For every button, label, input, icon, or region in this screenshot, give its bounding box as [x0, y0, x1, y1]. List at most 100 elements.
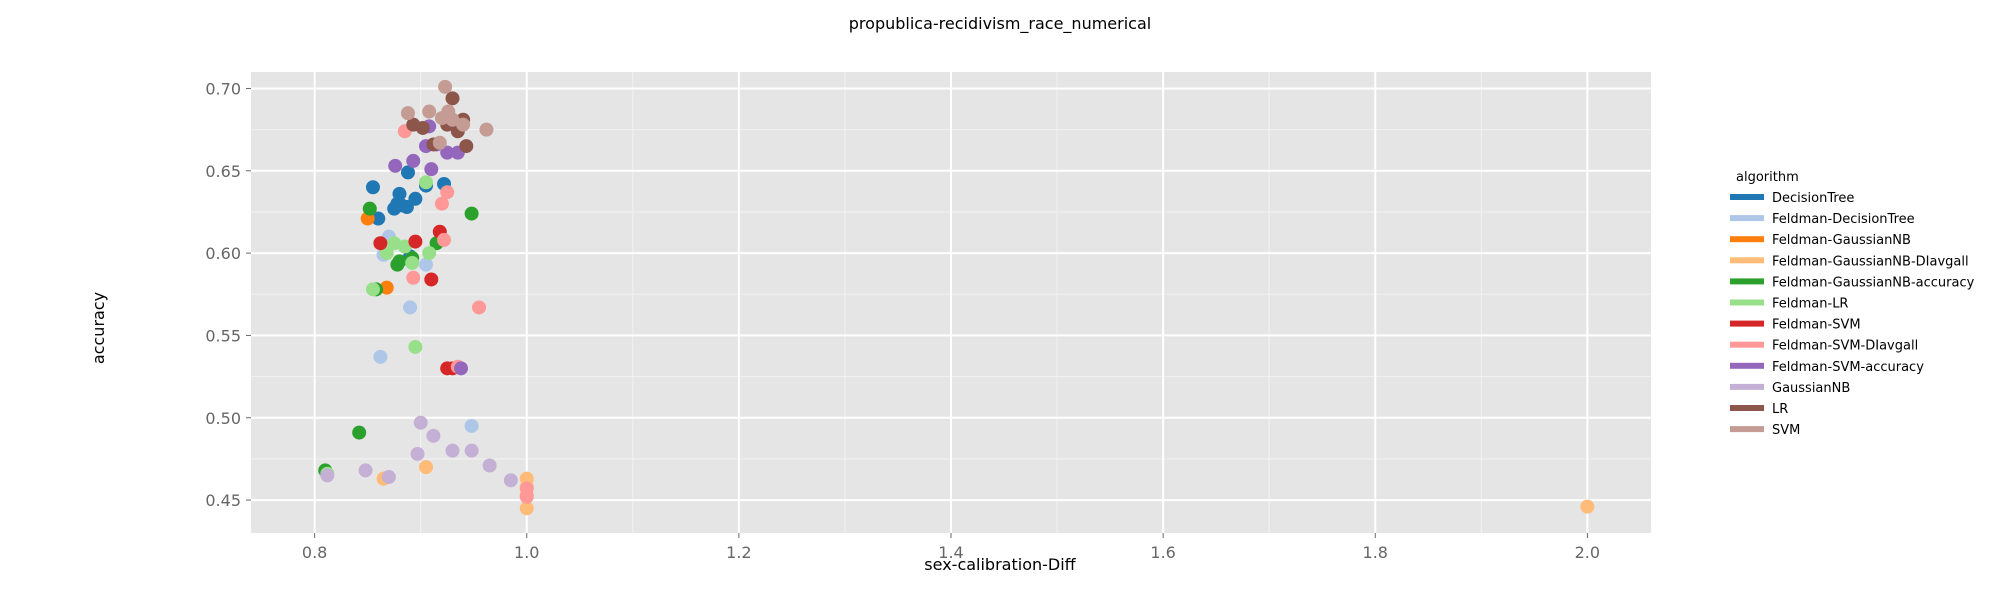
x-tick-label: 1.8: [1363, 543, 1388, 562]
x-axis-label: sex-calibration-Diff: [924, 555, 1076, 574]
legend-label-svm: SVM: [1772, 423, 1800, 438]
data-point-feldman-gaussiannb-diavgall: [519, 501, 534, 516]
legend-swatch-decisiontree: [1730, 194, 1764, 200]
data-point-feldman-lr: [419, 175, 433, 190]
x-tick-label: 0.8: [302, 543, 327, 562]
data-point-feldman-gaussiannb-accuracy: [362, 201, 377, 216]
data-point-feldman-gaussiannb-diavgall: [419, 460, 433, 475]
legend-swatch-feldman-svm: [1730, 320, 1764, 327]
data-point-feldman-svm: [408, 234, 423, 249]
y-tick-label: 0.60: [205, 244, 241, 263]
y-axis-ticks: 0.45 0.50 0.55 0.60 0.65 0.70: [205, 79, 251, 510]
y-tick-label: 0.70: [205, 79, 241, 98]
legend-swatch-feldman-gaussiannb: [1730, 236, 1764, 243]
chart-title: propublica-recidivism_race_numerical: [849, 14, 1151, 34]
data-point-decisiontree: [365, 180, 380, 195]
data-point-svm: [422, 104, 437, 119]
legend-label-feldman-svm-diavgall: Feldman-SVM-DIavgall: [1772, 339, 1918, 354]
data-point-feldman-decisiontree: [403, 300, 418, 315]
data-point-feldman-svm: [373, 236, 388, 251]
data-point-feldman-gaussiannb-accuracy: [352, 425, 367, 440]
data-point-feldman-gaussiannb-diavgall: [1580, 499, 1595, 514]
legend-swatch-svm: [1730, 426, 1764, 433]
y-tick-label: 0.45: [205, 491, 241, 510]
legend-label-feldman-gaussiannb: Feldman-GaussianNB: [1772, 233, 1911, 248]
data-point-feldman-lr: [408, 339, 423, 354]
legend: algorithm DecisionTree Feldman-DecisionTr…: [1730, 170, 1975, 438]
major-gridlines: [251, 72, 1651, 533]
data-point-feldman-lr: [422, 246, 437, 261]
legend-swatch-feldman-gaussiannb-accuracy: [1730, 278, 1764, 285]
data-point-feldman-svm-diavgall: [406, 270, 421, 285]
data-point-feldman-svm-accuracy: [388, 158, 403, 173]
data-point-svm: [438, 79, 453, 94]
data-point-feldman-lr: [387, 236, 402, 251]
data-point-feldman-lr: [365, 282, 380, 297]
legend-label-feldman-decisiontree: Feldman-DecisionTree: [1772, 212, 1915, 227]
x-tick-label: 1.0: [514, 543, 539, 562]
data-point-feldman-svm-accuracy: [406, 153, 421, 168]
legend-swatch-feldman-gaussiannb-diavgall: [1730, 257, 1764, 264]
data-point-decisiontree: [392, 186, 407, 201]
data-point-decisiontree: [408, 191, 423, 206]
data-point-gaussiannb: [482, 458, 497, 473]
data-point-gaussiannb: [320, 468, 335, 483]
data-points: [318, 79, 1595, 516]
x-tick-label: 2.0: [1575, 543, 1600, 562]
legend-swatch-feldman-decisiontree: [1730, 215, 1764, 222]
data-point-gaussiannb: [358, 463, 373, 478]
data-point-feldman-svm-diavgall: [437, 232, 452, 247]
data-point-feldman-gaussiannb-accuracy: [464, 206, 479, 221]
legend-label-decisiontree: DecisionTree: [1772, 191, 1854, 206]
data-point-svm: [445, 112, 460, 127]
data-point-feldman-svm-accuracy: [440, 145, 455, 160]
data-point-svm: [432, 135, 447, 150]
data-point-feldman-decisiontree: [419, 257, 433, 272]
data-point-feldman-svm-diavgall: [519, 489, 534, 504]
data-point-gaussiannb: [381, 470, 396, 485]
data-point-lr: [415, 120, 430, 135]
data-point-decisiontree: [400, 165, 415, 180]
legend-label-feldman-gaussiannb-diavgall: Feldman-GaussianNB-DIavgall: [1772, 254, 1969, 269]
data-point-lr: [445, 91, 460, 106]
data-point-decisiontree: [371, 211, 386, 226]
y-tick-label: 0.65: [205, 162, 241, 181]
legend-swatch-feldman-lr: [1730, 299, 1764, 306]
legend-swatch-feldman-svm-accuracy: [1730, 362, 1764, 369]
legend-swatch-feldman-svm-diavgall: [1730, 341, 1764, 348]
data-point-feldman-svm-accuracy: [454, 361, 468, 376]
data-point-feldman-svm: [424, 272, 439, 287]
legend-label-feldman-svm: Feldman-SVM: [1772, 318, 1861, 333]
data-point-gaussiannb: [503, 473, 518, 488]
data-point-gaussiannb: [410, 446, 425, 461]
y-tick-label: 0.55: [205, 326, 241, 345]
x-tick-label: 1.2: [726, 543, 751, 562]
data-point-gaussiannb: [464, 443, 479, 458]
data-point-feldman-lr: [405, 255, 420, 270]
y-axis-label: accuracy: [89, 292, 108, 364]
data-point-gaussiannb: [445, 443, 460, 458]
legend-swatch-gaussiannb: [1730, 383, 1764, 390]
y-tick-label: 0.50: [205, 409, 241, 428]
data-point-feldman-lr: [397, 239, 412, 254]
data-point-feldman-svm-diavgall: [434, 196, 449, 211]
data-point-gaussiannb: [426, 428, 441, 443]
legend-label-feldman-svm-accuracy: Feldman-SVM-accuracy: [1772, 360, 1924, 375]
data-point-gaussiannb: [413, 415, 428, 430]
legend-title: algorithm: [1736, 170, 1799, 185]
data-point-feldman-gaussiannb: [379, 280, 394, 295]
legend-label-feldman-gaussiannb-accuracy: Feldman-GaussianNB-accuracy: [1772, 275, 1975, 290]
data-point-feldman-svm-diavgall: [440, 185, 455, 200]
legend-label-lr: LR: [1772, 402, 1788, 417]
x-tick-label: 1.4: [938, 543, 963, 562]
data-point-svm: [400, 106, 415, 121]
data-point-svm: [456, 117, 471, 132]
data-point-svm: [479, 122, 494, 137]
data-point-lr: [459, 139, 474, 154]
legend-label-gaussiannb: GaussianNB: [1772, 381, 1850, 396]
x-tick-label: 1.6: [1150, 543, 1175, 562]
data-point-feldman-gaussiannb-accuracy: [392, 254, 407, 269]
data-point-feldman-decisiontree: [464, 418, 479, 433]
data-point-feldman-svm-accuracy: [424, 162, 439, 177]
